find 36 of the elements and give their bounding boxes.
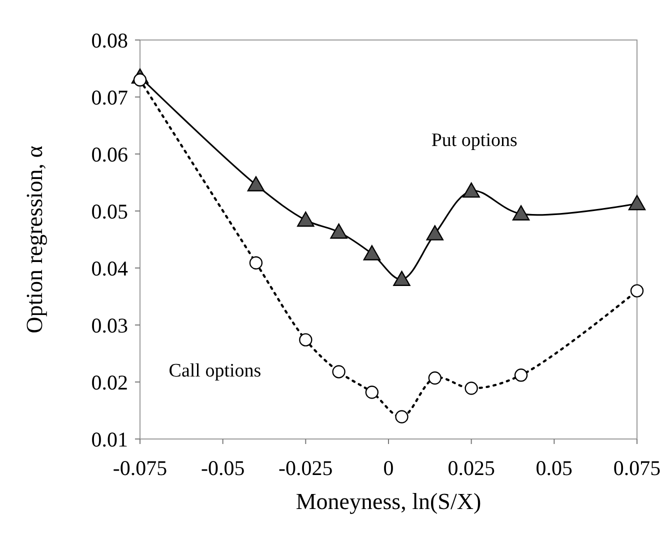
point	[330, 223, 348, 239]
x-tick-label: 0.025	[448, 456, 495, 480]
text: Put options	[431, 130, 518, 152]
y-axis-title: Option regression, α	[22, 146, 47, 334]
point	[393, 270, 410, 286]
y-tick-label: 0.03	[91, 313, 128, 338]
text: Call options	[168, 360, 262, 382]
x-tick-label: 0	[383, 456, 394, 480]
point	[514, 368, 528, 382]
point	[363, 245, 381, 260]
point	[462, 182, 480, 198]
point	[512, 205, 530, 220]
point	[426, 225, 444, 240]
y-tick-label: 0.02	[91, 370, 128, 394]
x-axis-title: Moneyness, ln(S/X)	[296, 489, 482, 514]
point	[628, 194, 646, 210]
point	[299, 333, 312, 346]
point	[249, 256, 263, 270]
y-tick-label: 0.04	[91, 256, 128, 280]
point	[630, 284, 644, 298]
x-tick-label: -0.05	[200, 456, 245, 480]
x-tick-label: -0.075	[112, 456, 168, 480]
x-tick-label: 0.05	[536, 456, 573, 480]
point	[395, 410, 408, 424]
y-tick-label: 0.06	[91, 142, 128, 166]
point	[464, 382, 478, 395]
y-tick-label: 0.05	[91, 199, 128, 224]
point	[428, 371, 442, 385]
point	[247, 176, 265, 192]
y-tick-label: 0.07	[91, 85, 128, 110]
y-tick-label: 0.01	[91, 427, 128, 452]
x-tick-label: -0.025	[278, 456, 333, 480]
point	[297, 212, 314, 227]
point	[332, 365, 346, 378]
x-tick-label: 0.075	[613, 456, 661, 480]
y-tick-label: 0.08	[91, 28, 128, 52]
